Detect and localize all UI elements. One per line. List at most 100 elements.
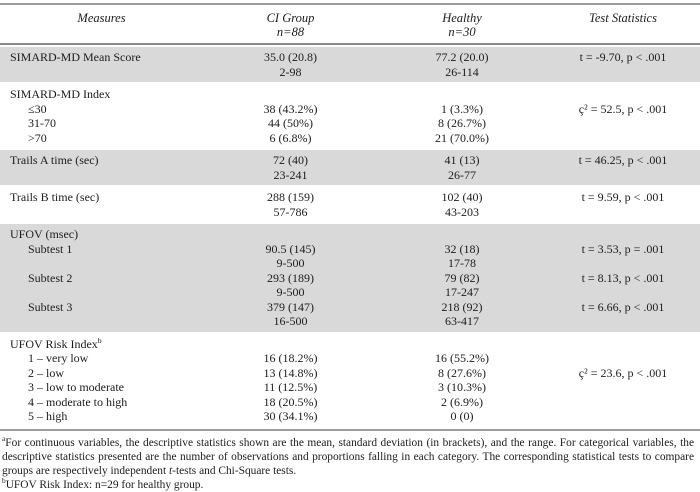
table-row: UFOV (msec) bbox=[0, 227, 700, 242]
healthy-cell bbox=[378, 337, 546, 352]
ci-group-cell: 16 (18.2%) bbox=[203, 351, 378, 366]
ci-group-cell: 288 (159)57-786 bbox=[203, 190, 378, 219]
measure-cell: 5 – high bbox=[0, 409, 203, 424]
measure-cell: 1 – very low bbox=[0, 351, 203, 366]
value-line: 8 (26.7%) bbox=[378, 116, 546, 131]
value-line: 16-500 bbox=[203, 314, 378, 329]
test-statistic-cell bbox=[546, 380, 700, 395]
test-statistic-cell bbox=[546, 409, 700, 424]
value-line: 26-77 bbox=[378, 168, 546, 183]
measure-cell: >70 bbox=[0, 131, 203, 146]
footnote-a-text: For continuous variables, the descriptiv… bbox=[2, 437, 694, 477]
test-statistic-cell: ç² = 52.5, p < .001 bbox=[546, 102, 700, 117]
value-line: 35.0 (20.8) bbox=[203, 50, 378, 65]
column-header-label: Healthy bbox=[378, 11, 546, 25]
ci-group-cell: 72 (40)23-241 bbox=[203, 153, 378, 182]
test-statistic-cell bbox=[546, 227, 700, 242]
test-statistic-cell bbox=[546, 351, 700, 366]
value-line: 30 (34.1%) bbox=[203, 409, 378, 424]
value-line: 17-247 bbox=[378, 285, 546, 300]
column-header-label: CI Group bbox=[203, 11, 378, 25]
value-line: 23-241 bbox=[203, 168, 378, 183]
value-line: 218 (92) bbox=[378, 300, 546, 315]
column-header-label: Measures bbox=[0, 11, 203, 25]
healthy-cell: 79 (82)17-247 bbox=[378, 271, 546, 300]
measure-cell: UFOV (msec) bbox=[0, 227, 203, 242]
test-statistic-cell: t = 3.53, p = .001 bbox=[546, 242, 700, 271]
ci-group-cell: 379 (147)16-500 bbox=[203, 300, 378, 329]
ci-group-cell: 18 (20.5%) bbox=[203, 395, 378, 410]
value-line: 379 (147) bbox=[203, 300, 378, 315]
footnote-a-text-end: -tests and Chi-Square tests. bbox=[172, 465, 296, 477]
ci-group-cell: 13 (14.8%) bbox=[203, 366, 378, 381]
value-line: 102 (40) bbox=[378, 190, 546, 205]
value-line: 288 (159) bbox=[203, 190, 378, 205]
column-header-healthy: Healthy n=30 bbox=[378, 11, 546, 39]
test-statistic-cell bbox=[546, 87, 700, 102]
measure-cell: 3 – low to moderate bbox=[0, 380, 203, 395]
healthy-cell: 3 (10.3%) bbox=[378, 380, 546, 395]
healthy-cell bbox=[378, 227, 546, 242]
healthy-cell: 32 (18)17-78 bbox=[378, 242, 546, 271]
footnote-b: bUFOV Risk Index: n=29 for healthy group… bbox=[2, 478, 694, 492]
column-header-sublabel: n=30 bbox=[378, 25, 546, 39]
value-line: 77.2 (20.0) bbox=[378, 50, 546, 65]
value-line: 57-786 bbox=[203, 205, 378, 220]
column-header-label: Test Statistics bbox=[546, 11, 700, 25]
test-statistic-cell: t = 8.13, p < .001 bbox=[546, 271, 700, 300]
test-statistic-cell: ç² = 23.6, p < .001 bbox=[546, 366, 700, 381]
column-header-test-statistics: Test Statistics bbox=[546, 11, 700, 39]
value-line: 72 (40) bbox=[203, 153, 378, 168]
footnote-b-text: UFOV Risk Index: n=29 for healthy group. bbox=[6, 479, 204, 491]
footnotes: aFor continuous variables, the descripti… bbox=[0, 429, 700, 492]
value-line: 63-417 bbox=[378, 314, 546, 329]
measure-cell: Trails A time (sec) bbox=[0, 153, 203, 182]
measure-cell: 2 – low bbox=[0, 366, 203, 381]
test-statistic-cell bbox=[546, 395, 700, 410]
value-line: 11 (12.5%) bbox=[203, 380, 378, 395]
value-line: 21 (70.0%) bbox=[378, 131, 546, 146]
value-line: 6 (6.8%) bbox=[203, 131, 378, 146]
value-line: 26-114 bbox=[378, 65, 546, 80]
ci-group-cell bbox=[203, 337, 378, 352]
value-line: 44 (50%) bbox=[203, 116, 378, 131]
test-statistic-cell bbox=[546, 116, 700, 131]
value-line: 2-98 bbox=[203, 65, 378, 80]
ci-group-cell bbox=[203, 87, 378, 102]
test-statistic-cell: t = 6.66, p < .001 bbox=[546, 300, 700, 329]
ci-group-cell: 293 (189)9-500 bbox=[203, 271, 378, 300]
column-header-ci-group: CI Group n=88 bbox=[203, 11, 378, 39]
value-line: 38 (43.2%) bbox=[203, 102, 378, 117]
healthy-cell: 77.2 (20.0)26-114 bbox=[378, 50, 546, 79]
table-row: UFOV Risk Indexb bbox=[0, 337, 700, 352]
measure-cell: Trails B time (sec) bbox=[0, 190, 203, 219]
measure-cell: Subtest 1 bbox=[0, 242, 203, 271]
ci-group-cell: 6 (6.8%) bbox=[203, 131, 378, 146]
measure-cell: SIMARD-MD Mean Score bbox=[0, 50, 203, 79]
measure-cell: Subtest 3 bbox=[0, 300, 203, 329]
value-line: 16 (55.2%) bbox=[378, 351, 546, 366]
healthy-cell: 1 (3.3%) bbox=[378, 102, 546, 117]
healthy-cell: 102 (40)43-203 bbox=[378, 190, 546, 219]
footnote-marker: b bbox=[98, 336, 102, 345]
healthy-cell: 8 (26.7%) bbox=[378, 116, 546, 131]
ci-group-cell: 38 (43.2%) bbox=[203, 102, 378, 117]
value-line: 90.5 (145) bbox=[203, 242, 378, 257]
